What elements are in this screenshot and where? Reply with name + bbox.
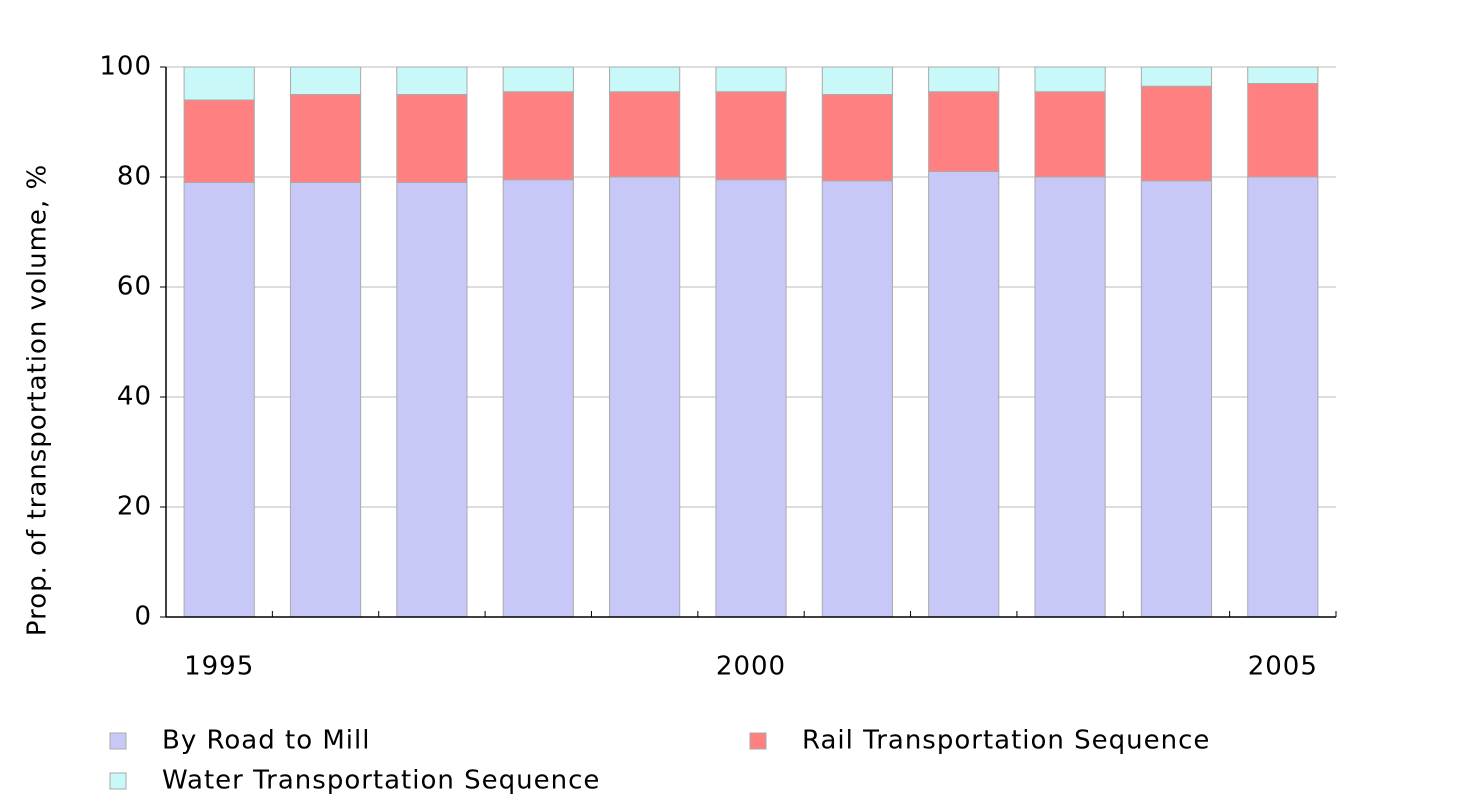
bar-segment xyxy=(289,94,362,183)
bar-segment xyxy=(502,66,574,93)
bar-segment xyxy=(928,66,1000,93)
legend-swatch xyxy=(749,732,767,750)
bar-segment xyxy=(821,180,893,618)
bar-segment xyxy=(1247,66,1319,84)
bar-segment xyxy=(1034,66,1106,93)
bar-segment xyxy=(609,66,681,93)
y-tick-label: 40 xyxy=(117,382,152,412)
y-tick-label: 60 xyxy=(117,272,152,302)
legend-label: Water Transportation Sequence xyxy=(162,766,600,796)
bar-segment xyxy=(715,179,787,618)
bar-segment xyxy=(289,66,362,95)
bar-segment xyxy=(1140,85,1213,182)
bar-segment xyxy=(715,66,787,93)
y-tick-label: 80 xyxy=(117,162,152,192)
bar-segment xyxy=(396,182,468,618)
bar-segment xyxy=(396,94,468,183)
legend-swatch xyxy=(109,772,127,790)
legend-swatch xyxy=(109,732,127,750)
legend-label: By Road to Mill xyxy=(162,726,370,756)
bar-segment xyxy=(502,91,574,181)
bar-segment xyxy=(183,182,255,618)
x-tick-label: 1995 xyxy=(184,652,254,682)
bar-segment xyxy=(183,66,255,101)
bar-segment xyxy=(928,91,1000,172)
legend-label: Rail Transportation Sequence xyxy=(802,726,1210,756)
y-axis-label: Prop. of transportation volume, % xyxy=(23,164,53,636)
bar-segment xyxy=(821,94,893,182)
bar-segment xyxy=(289,182,362,618)
bar-segment xyxy=(1247,83,1319,178)
bar-segment xyxy=(821,66,893,95)
bar-segment xyxy=(609,91,681,178)
x-tick-label: 2000 xyxy=(716,652,786,682)
bar-segment xyxy=(1034,176,1106,618)
bar-segment xyxy=(183,99,255,183)
bar-segment xyxy=(396,66,468,95)
bar-segment xyxy=(609,176,681,618)
y-tick-label: 20 xyxy=(117,492,152,522)
bar-segment xyxy=(502,179,574,618)
bar-segment xyxy=(715,91,787,181)
bar-segment xyxy=(1140,180,1213,618)
bar-segment xyxy=(1140,66,1213,87)
bar-segment xyxy=(928,171,1000,618)
bar-segment xyxy=(1034,91,1106,178)
y-tick-label: 100 xyxy=(99,52,152,82)
bar-segment xyxy=(1247,176,1319,618)
x-tick-label: 2005 xyxy=(1248,652,1318,682)
y-tick-label: 0 xyxy=(134,602,152,632)
